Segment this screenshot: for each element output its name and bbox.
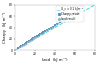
Point — [59, 21, 60, 22]
Point — [74, 12, 75, 13]
Point — [55, 24, 56, 25]
Point — [38, 35, 39, 36]
Point — [34, 37, 35, 38]
Y-axis label: Charpy  (kJ m⁻¹): Charpy (kJ m⁻¹) — [4, 12, 8, 43]
Point — [30, 39, 32, 40]
Point — [70, 15, 71, 16]
Point — [51, 27, 52, 28]
Point — [79, 10, 80, 11]
Point — [23, 44, 24, 45]
Point — [43, 31, 44, 32]
Point — [27, 41, 28, 42]
Point — [24, 44, 26, 45]
Point — [39, 34, 40, 35]
Point — [53, 25, 54, 26]
Point — [29, 40, 30, 41]
Point — [37, 35, 38, 36]
Point — [42, 32, 43, 33]
Point — [75, 12, 76, 13]
Point — [60, 21, 61, 22]
Point — [30, 40, 32, 41]
Point — [67, 17, 68, 18]
Point — [23, 44, 24, 45]
Point — [45, 30, 46, 31]
Point — [33, 37, 34, 38]
Point — [29, 40, 30, 41]
Point — [46, 29, 47, 30]
Point — [34, 37, 35, 38]
Point — [57, 23, 58, 24]
Point — [35, 36, 36, 37]
Point — [28, 41, 29, 42]
Point — [18, 47, 20, 48]
X-axis label: Izod  (kJ m⁻¹): Izod (kJ m⁻¹) — [42, 58, 67, 62]
Point — [39, 34, 40, 35]
Point — [36, 36, 37, 37]
Point — [22, 45, 23, 46]
Point — [21, 45, 22, 46]
Point — [31, 39, 32, 40]
Point — [31, 38, 32, 40]
Point — [71, 14, 72, 15]
Point — [66, 17, 67, 19]
Point — [27, 41, 28, 42]
Point — [32, 38, 33, 39]
Point — [49, 28, 50, 29]
Point — [21, 45, 22, 46]
Point — [50, 27, 51, 28]
Point — [20, 46, 22, 47]
Point — [44, 31, 45, 32]
Point — [26, 42, 28, 43]
Point — [24, 44, 26, 45]
Point — [32, 38, 33, 39]
Legend: G_c = 0.1 kJm⁻², Charpy result, Izod result: G_c = 0.1 kJm⁻², Charpy result, Izod res… — [56, 6, 84, 22]
Point — [19, 46, 20, 47]
Point — [80, 10, 81, 11]
Point — [42, 32, 43, 33]
Point — [33, 37, 34, 38]
Point — [56, 23, 57, 24]
Point — [17, 48, 18, 49]
Point — [63, 19, 64, 20]
Point — [47, 29, 48, 30]
Point — [25, 43, 26, 44]
Point — [62, 20, 63, 21]
Point — [48, 28, 49, 29]
Point — [54, 24, 55, 25]
Point — [40, 33, 41, 34]
Point — [26, 42, 28, 43]
Point — [20, 46, 22, 47]
Point — [41, 33, 42, 34]
Point — [25, 42, 26, 43]
Point — [22, 45, 23, 46]
Point — [28, 41, 29, 42]
Point — [52, 26, 53, 27]
